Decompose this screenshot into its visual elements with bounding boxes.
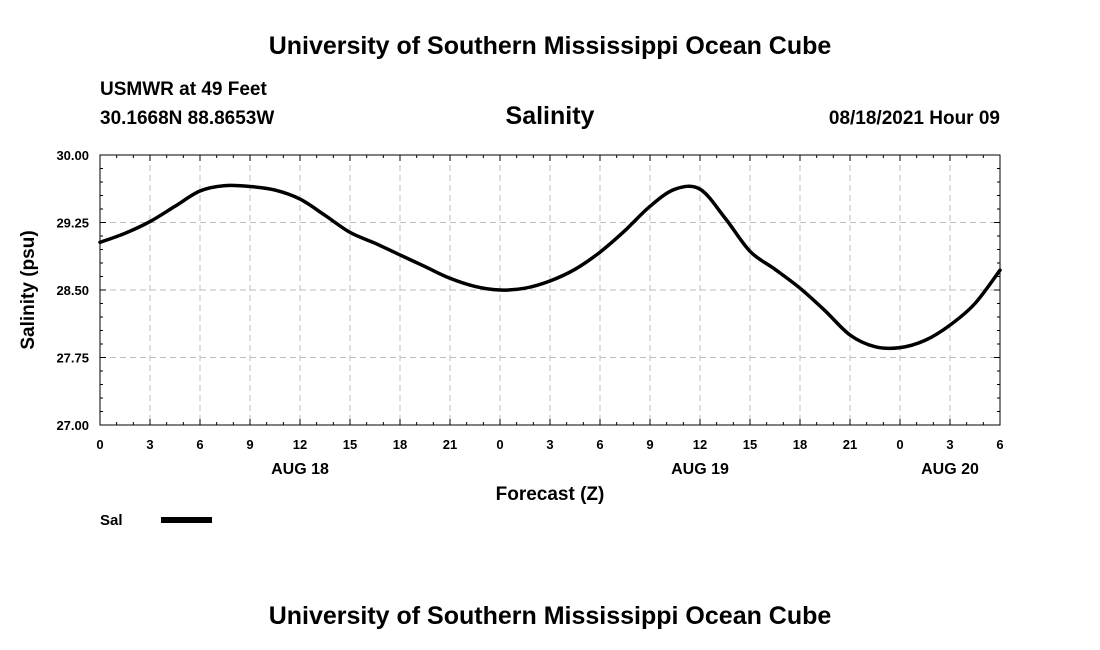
y-tick-label: 27.75 bbox=[56, 351, 89, 366]
series-layer bbox=[98, 183, 1002, 351]
x-tick-label: 12 bbox=[693, 437, 707, 452]
footer-title: University of Southern Mississippi Ocean… bbox=[269, 602, 832, 630]
x-tick-label: 18 bbox=[393, 437, 407, 452]
x-tick-label: 0 bbox=[896, 437, 903, 452]
x-tick-label: 9 bbox=[246, 437, 253, 452]
x-tick-label: 6 bbox=[596, 437, 603, 452]
chart-title: Salinity bbox=[506, 102, 595, 130]
date-label: AUG 20 bbox=[921, 461, 979, 478]
date-label: AUG 19 bbox=[671, 461, 729, 478]
station-coordinates: 30.1668N 88.8653W bbox=[100, 108, 274, 129]
legend: Sal bbox=[100, 512, 212, 529]
x-tick-label: 15 bbox=[343, 437, 357, 452]
y-tick-label: 30.00 bbox=[56, 148, 89, 163]
axis-ticks bbox=[99, 154, 1001, 426]
date-label: AUG 18 bbox=[271, 461, 329, 478]
x-tick-label: 3 bbox=[546, 437, 553, 452]
y-axis-label: Salinity (psu) bbox=[18, 230, 39, 349]
y-tick-labels: 27.00 27.75 28.50 29.25 30.00 bbox=[56, 148, 89, 433]
y-tick-label: 27.00 bbox=[56, 418, 89, 433]
x-tick-label: 3 bbox=[146, 437, 153, 452]
y-tick-label: 28.50 bbox=[56, 283, 89, 298]
date-labels: AUG 18 AUG 19 AUG 20 bbox=[271, 461, 979, 478]
plot-grid bbox=[100, 155, 1000, 425]
page-title: University of Southern Mississippi Ocean… bbox=[269, 32, 832, 60]
x-tick-labels: 0 3 6 9 12 15 18 21 0 3 6 9 12 15 18 21 0 3 6 bbox=[96, 437, 1003, 452]
x-tick-label: 18 bbox=[793, 437, 807, 452]
legend-label: Sal bbox=[100, 512, 123, 529]
x-tick-label: 0 bbox=[96, 437, 103, 452]
y-tick-label: 29.25 bbox=[56, 216, 89, 231]
station-label: USMWR at 49 Feet bbox=[100, 79, 267, 100]
x-tick-label: 21 bbox=[843, 437, 857, 452]
x-tick-label: 21 bbox=[443, 437, 457, 452]
x-tick-label: 6 bbox=[196, 437, 203, 452]
x-tick-label: 6 bbox=[996, 437, 1003, 452]
x-tick-label: 3 bbox=[946, 437, 953, 452]
x-tick-label: 15 bbox=[743, 437, 757, 452]
series-line-sal bbox=[98, 183, 1002, 351]
x-tick-label: 9 bbox=[646, 437, 653, 452]
x-tick-label: 0 bbox=[496, 437, 503, 452]
x-tick-label: 12 bbox=[293, 437, 307, 452]
forecast-datetime: 08/18/2021 Hour 09 bbox=[829, 108, 1000, 129]
x-axis-label: Forecast (Z) bbox=[496, 484, 605, 505]
